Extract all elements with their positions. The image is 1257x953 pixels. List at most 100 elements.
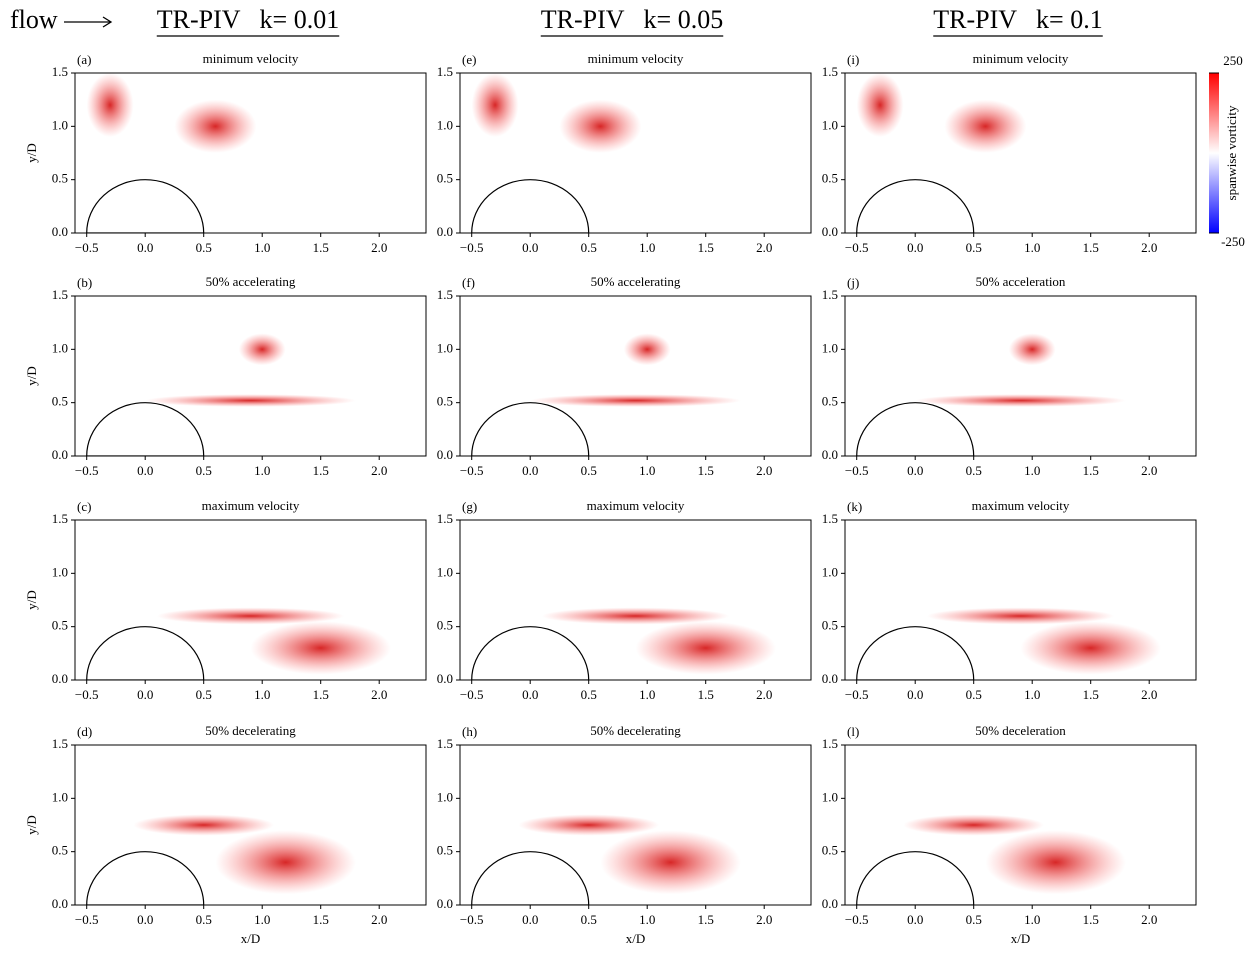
y-tick-label: 0.5 [52,843,68,858]
vorticity-region [215,830,356,895]
y-tick-label: 0.0 [52,447,68,462]
y-axis-label: y/D [24,815,39,835]
cylinder [856,179,975,233]
x-tick-label: 0.0 [137,240,153,255]
panel-title: maximum velocity [587,498,685,513]
vorticity-region [559,99,642,153]
cylinder [471,179,590,233]
x-tick-label: 2.0 [371,687,387,702]
y-tick-label: 1.5 [822,64,838,79]
x-tick-label: 1.0 [639,463,655,478]
x-tick-label: 0.0 [907,912,923,927]
x-tick-label: 0.5 [196,687,212,702]
y-tick-label: 1.0 [437,117,453,132]
cylinder [856,626,975,680]
y-tick-label: 1.0 [437,564,453,579]
x-tick-label: 0.0 [522,687,538,702]
x-tick-label: 1.5 [1083,240,1099,255]
panel: (g) maximum velocity −0.5 0.0 0.5 1.0 1.5 2.0 0.… [437,498,812,702]
vorticity-region [623,333,671,366]
x-tick-label: −0.5 [845,687,869,702]
vorticity-region [174,99,257,153]
x-tick-label: 0.0 [137,687,153,702]
vorticity-region [156,607,345,625]
x-tick-label: 0.0 [522,463,538,478]
x-tick-label: 1.5 [698,240,714,255]
x-tick-label: 0.0 [137,463,153,478]
x-tick-label: 1.5 [1083,912,1099,927]
x-tick-label: 0.5 [196,240,212,255]
panel-title: 50% decelerating [590,723,681,738]
x-tick-label: 2.0 [756,912,772,927]
x-tick-label: 1.0 [254,912,270,927]
x-tick-label: 1.5 [313,687,329,702]
x-tick-label: −0.5 [460,687,484,702]
vorticity-region [238,333,286,366]
cylinder [86,179,205,233]
x-tick-label: 0.5 [196,912,212,927]
vorticity-field [856,333,1126,456]
y-tick-label: 1.5 [52,511,68,526]
vorticity-field [86,73,257,233]
vorticity-region [145,394,356,407]
plot-frame [74,519,427,681]
panel: (h) 50% decelerating −0.5 0.0 0.5 1.0 1.5 2.0 0.… [437,723,812,946]
colorbar-label: spanwise vorticity [1224,105,1239,200]
y-tick-label: 0.0 [822,671,838,686]
panel-title: 50% accelerating [206,274,296,289]
panel: (i) minimum velocity −0.5 0.0 0.5 1.0 1.5 2.0 0.… [822,51,1197,255]
x-tick-label: 1.0 [1024,463,1040,478]
cylinder [471,626,590,680]
x-tick-label: −0.5 [460,912,484,927]
plot-frame [844,295,1197,457]
x-tick-label: 0.0 [907,687,923,702]
panel-label: (l) [847,724,859,739]
y-tick-label: 0.0 [437,224,453,239]
plot-frame [459,744,812,906]
vorticity-region [600,830,741,895]
vorticity-region [915,394,1126,407]
panel-label: (b) [77,275,92,290]
x-tick-label: 1.5 [313,240,329,255]
x-tick-label: 0.5 [581,912,597,927]
y-tick-label: 1.0 [52,117,68,132]
y-tick-label: 0.0 [52,224,68,239]
vorticity-field [856,607,1161,680]
x-tick-label: 0.5 [581,240,597,255]
x-tick-label: 2.0 [1141,240,1157,255]
y-tick-label: 1.0 [52,340,68,355]
plot-frame [74,72,427,234]
vorticity-region [944,99,1027,153]
panel-label: (h) [462,724,477,739]
x-tick-label: 0.0 [907,463,923,478]
vorticity-field [471,73,642,233]
panel: (a) minimum velocity −0.5 0.0 0.5 1.0 1.5 2.0 0.… [24,51,427,255]
y-tick-label: 1.0 [822,117,838,132]
x-tick-label: 1.5 [313,912,329,927]
x-tick-label: 2.0 [1141,463,1157,478]
x-tick-label: −0.5 [460,463,484,478]
x-tick-label: 2.0 [756,687,772,702]
plot-frame [74,744,427,906]
vorticity-field [86,333,356,456]
panel-title: minimum velocity [203,51,299,66]
panel-label: (f) [462,275,475,290]
x-tick-label: 2.0 [371,240,387,255]
panel: (l) 50% deceleration −0.5 0.0 0.5 1.0 1.5 2.0 0.… [822,723,1197,946]
y-axis-label: y/D [24,143,39,163]
plot-frame [459,519,812,681]
panel-title: 50% acceleration [976,274,1066,289]
x-tick-label: 2.0 [371,912,387,927]
vorticity-region [635,621,776,675]
y-tick-label: 1.0 [822,789,838,804]
vorticity-field [471,333,741,456]
x-tick-label: 2.0 [756,463,772,478]
panel-label: (j) [847,275,859,290]
panel: (f) 50% accelerating −0.5 0.0 0.5 1.0 1.5 2.0 0.… [437,274,812,478]
y-tick-label: 1.0 [822,564,838,579]
x-tick-label: −0.5 [75,463,99,478]
x-tick-label: 1.0 [639,240,655,255]
x-tick-label: 0.5 [966,240,982,255]
x-tick-label: 1.0 [254,687,270,702]
y-tick-label: 1.5 [822,736,838,751]
